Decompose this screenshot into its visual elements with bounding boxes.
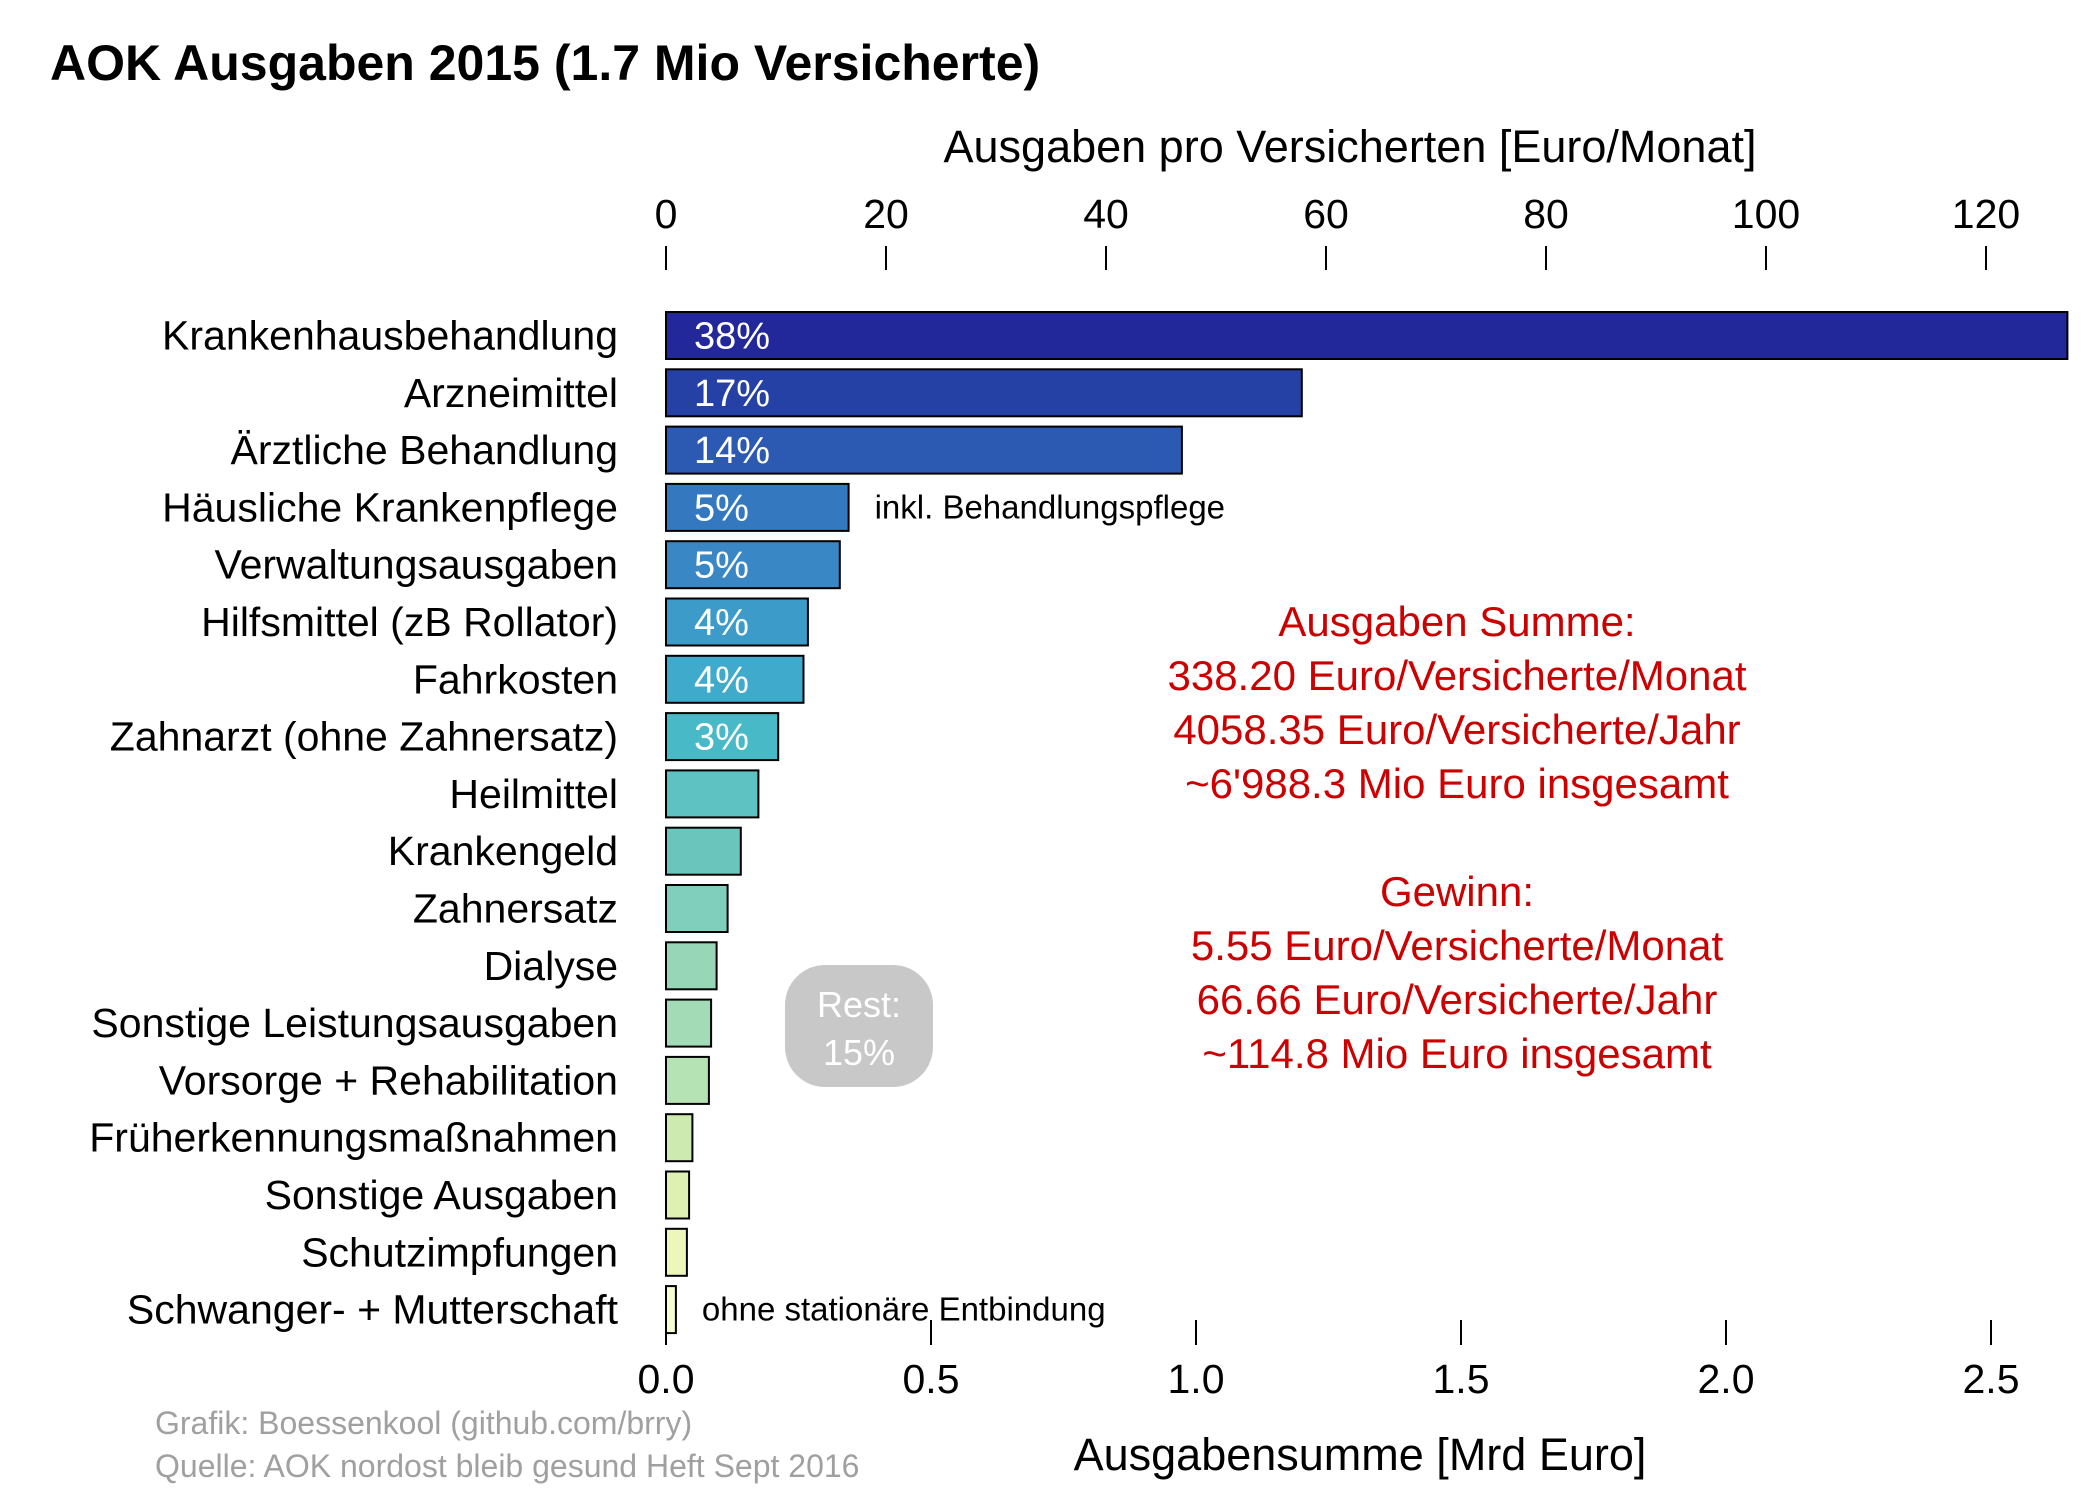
bar <box>665 368 1303 418</box>
bottom-axis-title: Ausgabensumme [Mrd Euro] <box>1074 1429 1647 1480</box>
category-label: Krankenhausbehandlung <box>162 313 618 359</box>
rest-badge-label: Rest: <box>817 984 901 1025</box>
bar-percent-label: 38% <box>694 316 770 358</box>
bottom-axis-tick-label: 1.0 <box>1168 1356 1225 1402</box>
category-label: Vorsorge + Rehabilitation <box>159 1057 618 1103</box>
bar <box>665 998 713 1048</box>
top-axis-tick-label: 100 <box>1732 191 1800 237</box>
credits: Grafik: Boessenkool (github.com/brry) Que… <box>155 1405 859 1484</box>
summary-line: 4058.35 Euro/Versicherte/Jahr <box>1173 706 1740 753</box>
credit-line: Quelle: AOK nordost bleib gesund Heft Se… <box>155 1448 859 1484</box>
bar-annotation: ohne stationäre Entbindung <box>702 1291 1106 1328</box>
bottom-axis-tick-label: 2.5 <box>1963 1356 2020 1402</box>
summary-line: Gewinn: <box>1380 868 1534 915</box>
bar <box>665 1170 691 1220</box>
bottom-axis-tick-label: 1.5 <box>1433 1356 1490 1402</box>
bar <box>665 884 729 933</box>
bar-percent-label: 5% <box>694 545 749 587</box>
bar <box>665 769 760 819</box>
rest-badge-value: 15% <box>823 1032 895 1073</box>
bar <box>665 1055 710 1105</box>
category-label: Früherkennungsmaßnahmen <box>89 1115 618 1161</box>
bar <box>665 1113 694 1163</box>
bar <box>665 482 850 532</box>
summary-line: 5.55 Euro/Versicherte/Monat <box>1191 922 1724 969</box>
category-label: Schwanger- + Mutterschaft <box>127 1287 619 1333</box>
category-label: Arzneimittel <box>404 370 618 416</box>
bar-percent-label: 5% <box>694 487 749 529</box>
bar-percent-label: 3% <box>694 717 749 759</box>
category-label: Krankengeld <box>388 828 618 874</box>
bars: Krankenhausbehandlung 38% Arzneimittel 17% Ä… <box>89 311 2069 1335</box>
bar-annotation: inkl. Behandlungspflege <box>875 488 1225 525</box>
bar <box>665 941 718 991</box>
category-label: Zahnersatz <box>413 886 618 932</box>
bar <box>665 1227 688 1277</box>
bottom-axis-tick-label: 2.0 <box>1698 1356 1755 1402</box>
bar <box>665 311 2069 360</box>
bar-percent-label: 4% <box>694 602 749 644</box>
top-axis-title: Ausgaben pro Versicherten [Euro/Monat] <box>944 121 1757 172</box>
bar <box>665 712 780 762</box>
bar <box>665 826 742 876</box>
category-label: Häusliche Krankenpflege <box>162 484 618 530</box>
category-label: Zahnarzt (ohne Zahnersatz) <box>110 714 618 760</box>
bar-percent-label: 17% <box>694 373 770 415</box>
category-label: Ärztliche Behandlung <box>231 427 618 473</box>
bottom-axis: 0.0 0.5 1.0 1.5 2.0 2.5 <box>638 1320 2020 1402</box>
category-label: Heilmittel <box>449 771 618 817</box>
summary-line: ~114.8 Mio Euro insgesamt <box>1202 1030 1712 1077</box>
bottom-axis-tick-label: 0.0 <box>638 1356 695 1402</box>
summary-line: 66.66 Euro/Versicherte/Jahr <box>1197 976 1718 1023</box>
summary-line: 338.20 Euro/Versicherte/Monat <box>1167 652 1746 699</box>
top-axis-tick-label: 0 <box>655 191 678 237</box>
bar <box>665 654 805 704</box>
top-axis-tick-label: 120 <box>1952 191 2020 237</box>
bar-percent-label: 14% <box>694 430 770 472</box>
rest-badge: Rest: 15% <box>785 965 933 1087</box>
top-axis-tick-label: 80 <box>1523 191 1569 237</box>
summary-annotation: Ausgaben Summe: 338.20 Euro/Versicherte/M… <box>1167 598 1746 1077</box>
bottom-axis-tick-label: 0.5 <box>903 1356 960 1402</box>
category-label: Fahrkosten <box>413 656 618 702</box>
category-label: Schutzimpfungen <box>301 1229 618 1275</box>
summary-line: Ausgaben Summe: <box>1278 598 1635 645</box>
category-label: Dialyse <box>484 943 618 989</box>
rest-badge-bg <box>785 965 933 1087</box>
bar-percent-label: 4% <box>694 659 749 701</box>
summary-line: ~6'988.3 Mio Euro insgesamt <box>1185 760 1729 807</box>
top-axis-tick-label: 60 <box>1303 191 1349 237</box>
top-axis-tick-label: 40 <box>1083 191 1129 237</box>
top-axis: 0 20 40 60 80 100 120 <box>655 191 2020 270</box>
credit-line: Grafik: Boessenkool (github.com/brry) <box>155 1405 692 1441</box>
chart-title: AOK Ausgaben 2015 (1.7 Mio Versicherte) <box>50 35 1040 91</box>
bar <box>665 1285 677 1335</box>
bar <box>665 597 809 647</box>
bar <box>665 540 841 590</box>
category-label: Sonstige Leistungsausgaben <box>91 1000 618 1046</box>
top-axis-tick-label: 20 <box>863 191 909 237</box>
category-label: Sonstige Ausgaben <box>265 1172 618 1218</box>
category-label: Hilfsmittel (zB Rollator) <box>201 599 618 645</box>
category-label: Verwaltungsausgaben <box>215 542 618 588</box>
bar <box>665 425 1183 475</box>
